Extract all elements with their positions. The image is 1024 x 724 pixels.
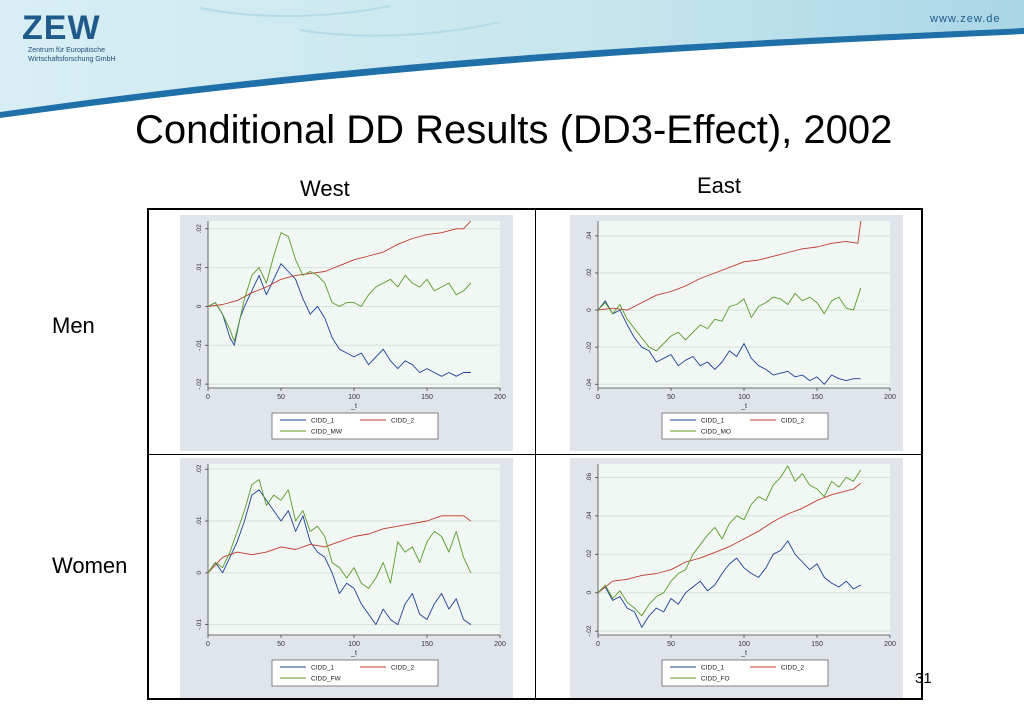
plot-area: [598, 464, 890, 635]
legend-label: CIDD_FW: [311, 676, 341, 683]
x-tick-label: 100: [348, 394, 360, 401]
legend-label: CIDD_MW: [311, 429, 343, 436]
logo-subtitle-line1: Zentrum für Europäische: [28, 47, 106, 54]
legend-label: CIDD_1: [311, 418, 335, 425]
y-tick-label: .01: [196, 263, 203, 272]
x-tick-label: 200: [884, 394, 896, 401]
zew-logo: ZEW Zentrum für Europäische Wirtschaftsf…: [22, 10, 116, 64]
plot-area: [208, 221, 500, 388]
legend-label: CIDD_FO: [701, 676, 730, 683]
y-tick-label: -.02: [586, 625, 593, 637]
x-tick-label: 100: [348, 641, 360, 648]
logo-text: ZEW: [22, 9, 101, 47]
legend-label: CIDD_2: [781, 418, 805, 425]
x-tick-label: 150: [811, 641, 823, 648]
x-axis-label: _t: [350, 403, 357, 410]
series-line-cidd-1: [207, 263, 471, 377]
x-tick-label: 150: [811, 394, 823, 401]
slide-title: Conditional DD Results (DD3-Effect), 200…: [135, 108, 893, 152]
y-tick-label: -.02: [586, 341, 593, 353]
x-tick-label: 0: [596, 641, 600, 648]
series-line-cidd-2: [207, 220, 472, 307]
y-tick-label: 0: [196, 304, 203, 308]
x-tick-label: 100: [738, 394, 750, 401]
x-tick-label: 50: [277, 641, 285, 648]
page-number: 31: [915, 670, 932, 687]
y-tick-label: .06: [586, 473, 593, 482]
y-tick-label: .02: [196, 464, 203, 473]
logo-subtitle-line2: Wirtschaftsforschung GmbH: [28, 56, 116, 63]
x-tick-label: 50: [667, 641, 675, 648]
y-tick-label: .01: [196, 516, 203, 525]
x-tick-label: 200: [884, 641, 896, 648]
plot-area: [598, 221, 890, 388]
series-line-cidd-2: [207, 515, 472, 574]
series-line-cidd-1: [597, 540, 862, 628]
y-tick-label: -.02: [196, 378, 203, 390]
legend-box: [661, 659, 829, 687]
header-banner: [0, 0, 1024, 118]
y-tick-label: .04: [586, 511, 593, 520]
x-tick-label: 150: [421, 394, 433, 401]
series-line-cidd-1: [207, 489, 472, 626]
x-tick-label: 0: [206, 394, 210, 401]
x-tick-label: 50: [667, 394, 675, 401]
legend-box: [271, 659, 439, 687]
legend-box: [661, 412, 829, 440]
legend-label: CIDD_MO: [701, 429, 731, 436]
series-line-cidd-1: [597, 300, 861, 385]
y-tick-label: -.01: [196, 339, 203, 351]
website-link[interactable]: www.zew.de: [930, 13, 1001, 25]
y-tick-label: .02: [196, 224, 203, 233]
x-tick-label: 200: [494, 394, 506, 401]
x-tick-label: 200: [494, 641, 506, 648]
chart-west-women: -.01 0 .01 .02 0 50 100 150 200 _t CIDD_1 CIDD_2 CID…: [180, 458, 513, 698]
x-tick-label: 0: [596, 394, 600, 401]
legend-label: CIDD_2: [391, 418, 415, 425]
column-label-east: East: [697, 173, 742, 198]
y-tick-label: 0: [586, 308, 593, 312]
row-label-men: Men: [52, 313, 95, 338]
x-tick-label: 150: [421, 641, 433, 648]
legend-label: CIDD_1: [701, 418, 725, 425]
series-line-cidd-2: [597, 482, 862, 594]
y-tick-label: -.04: [586, 378, 593, 390]
x-tick-label: 50: [277, 394, 285, 401]
series-line-cidd-mo: [597, 287, 862, 352]
x-axis-label: _t: [350, 650, 357, 657]
legend-label: CIDD_2: [781, 665, 805, 672]
x-tick-label: 0: [206, 641, 210, 648]
x-axis-label: _t: [740, 650, 747, 657]
grid-divider-horizontal: [147, 454, 923, 455]
y-tick-label: 0: [196, 571, 203, 575]
column-label-west: West: [300, 176, 350, 201]
chart-west-men: -.02 -.01 0 .01 .02 0 50 100 150 200 _t CIDD_1 CIDD_…: [180, 215, 513, 451]
plot-area: [208, 464, 500, 635]
x-tick-label: 100: [738, 641, 750, 648]
y-tick-label: -.01: [196, 619, 203, 631]
row-label-women: Women: [52, 553, 128, 578]
x-axis-label: _t: [740, 403, 747, 410]
chart-east-men: -.04 -.02 0 .02 .04 0 50 100 150 200 _t CIDD_1 CIDD_…: [570, 215, 903, 451]
y-tick-label: .02: [586, 268, 593, 277]
series-line-cidd-mw: [207, 232, 472, 342]
series-line-cidd-2: [597, 220, 862, 311]
legend-label: CIDD_1: [701, 665, 725, 672]
legend-label: CIDD_1: [311, 665, 335, 672]
y-tick-label: .02: [586, 549, 593, 558]
y-tick-label: 0: [586, 591, 593, 595]
series-line-cidd-fw: [207, 479, 472, 589]
series-line-cidd-fo: [597, 465, 862, 617]
legend-label: CIDD_2: [391, 665, 415, 672]
legend-box: [271, 412, 439, 440]
y-tick-label: .04: [586, 231, 593, 240]
